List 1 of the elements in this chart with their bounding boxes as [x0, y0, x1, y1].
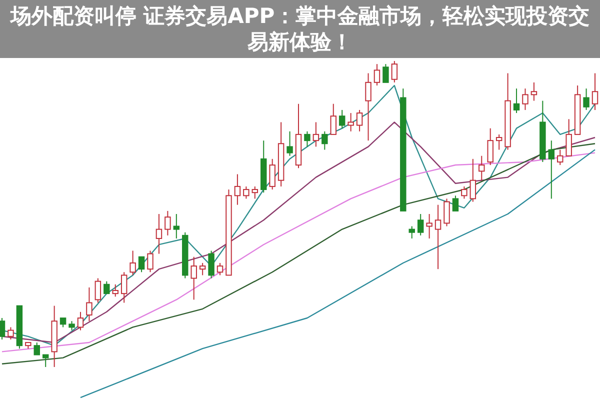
- chart-title: 场外配资叫停 证券交易APP：掌中金融市场，轻松实现投资交易新体验！: [0, 3, 600, 55]
